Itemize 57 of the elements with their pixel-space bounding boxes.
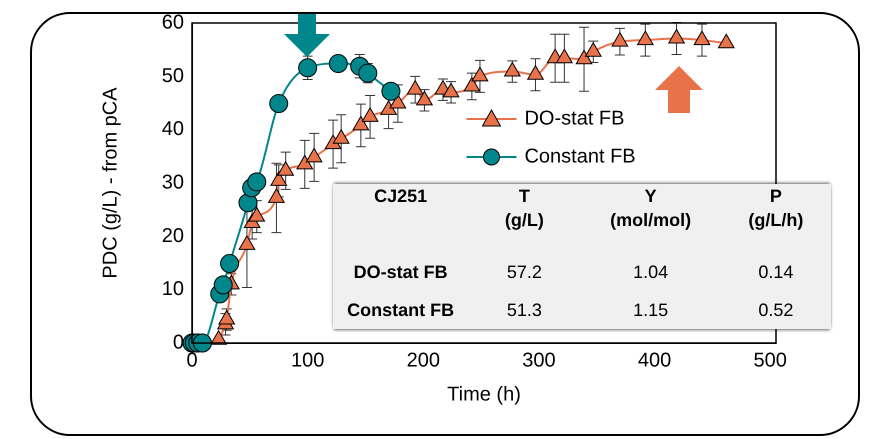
point <box>406 80 424 95</box>
point <box>270 171 288 186</box>
point <box>416 90 433 106</box>
x-tick-label: 400 <box>638 350 672 372</box>
y-tick-label: 10 <box>162 278 184 300</box>
point <box>362 107 378 122</box>
point <box>464 76 480 92</box>
point <box>718 34 735 48</box>
point <box>556 48 573 64</box>
annotation: 0.14 <box>757 261 794 284</box>
x-axis-title: Time (h) <box>447 384 521 406</box>
point <box>472 66 488 82</box>
point <box>527 65 544 80</box>
point <box>504 62 521 77</box>
point <box>352 116 370 130</box>
point <box>238 235 256 250</box>
annotation: DO-stat FB <box>352 261 449 284</box>
point <box>332 129 350 144</box>
point <box>694 30 710 46</box>
point <box>218 310 235 325</box>
annotation: T (g/L) <box>504 185 545 232</box>
point <box>268 188 285 203</box>
legend-label: DO-stat FB <box>524 108 624 130</box>
annotation: Constant FB <box>346 299 456 322</box>
x-tick-label: 300 <box>522 350 556 372</box>
point <box>296 154 314 170</box>
y-tick-label: 0 <box>172 332 184 354</box>
annotation: 51.3 <box>506 299 543 322</box>
legend-label: Constant FB <box>524 146 636 168</box>
x-tick-label: 100 <box>290 350 324 372</box>
point <box>576 50 592 64</box>
x-tick-label: 500 <box>754 350 787 372</box>
point <box>390 94 406 109</box>
annotation: 1.04 <box>632 261 670 284</box>
point <box>306 148 322 162</box>
x-tick-label: 0 <box>186 350 198 372</box>
annotation: CJ251 <box>373 185 428 208</box>
y-axis-title: PDC (g/L) - from pCA <box>100 86 122 279</box>
point <box>248 207 266 222</box>
point <box>380 100 397 115</box>
annotation: P (g/L/h) <box>747 185 804 232</box>
y-tick-label: 60 <box>162 12 184 34</box>
point <box>668 28 685 44</box>
y-tick-label: 30 <box>162 172 184 194</box>
annotation: 57.2 <box>506 261 543 284</box>
point <box>277 161 294 176</box>
y-tick-label: 20 <box>162 224 184 247</box>
point <box>612 32 628 47</box>
point <box>637 30 654 46</box>
annotation: 1.15 <box>632 299 670 322</box>
point <box>442 82 460 98</box>
x-tick-label: 200 <box>406 350 440 372</box>
y-tick-label: 50 <box>162 64 184 87</box>
annotation: 0.52 <box>757 299 794 322</box>
y-tick-label: 40 <box>162 118 184 140</box>
annotation: Y (mol/mol) <box>609 185 692 232</box>
point <box>584 42 602 57</box>
